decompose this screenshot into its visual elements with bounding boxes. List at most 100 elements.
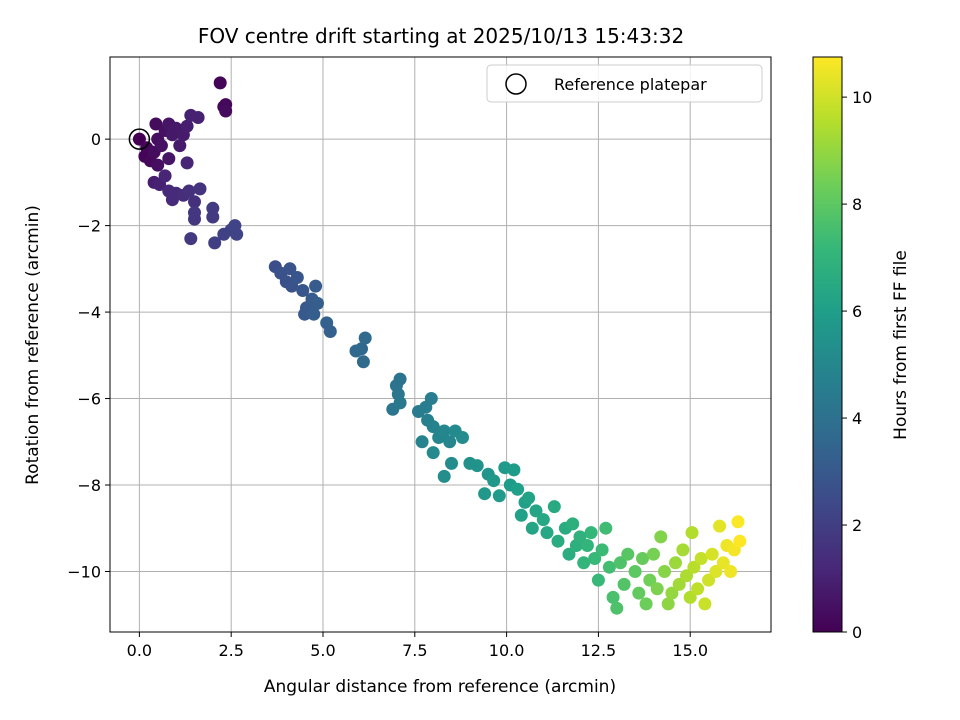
data-point [680,569,693,583]
y-tick-label: −8 [77,476,101,495]
data-point [180,119,194,133]
data-point [733,534,747,548]
colorbar-tick-label: 6 [852,302,862,321]
data-point [705,547,719,561]
chart-title: FOV centre drift starting at 2025/10/13 … [198,24,684,48]
data-point [676,543,690,557]
data-point [661,597,675,611]
data-point [602,560,616,574]
data-point [536,513,550,527]
data-point [672,577,686,591]
data-point [514,508,528,522]
data-point [636,552,649,565]
y-axis-label: Rotation from reference (arcmin) [23,205,43,485]
plot-frame [109,56,772,633]
x-axis-ticks: 0.0 2.5 5.0 7.5 10.0 12.5 15.0 [127,632,708,660]
data-point [191,111,205,124]
data-point [443,435,457,449]
data-point [456,431,469,444]
data-point [698,597,712,611]
y-tick-label: −10 [67,562,101,581]
colorbar: 0 2 4 6 8 10 Hours from first FF file [812,56,911,642]
x-tick-label: 15.0 [672,641,708,660]
legend-box [486,64,763,103]
data-point [219,104,233,118]
data-point [208,236,222,250]
data-point [393,372,407,386]
data-point [415,435,429,449]
data-point [507,463,521,477]
data-point [307,307,321,321]
x-tick-label: 12.5 [581,641,617,660]
data-point [298,307,312,321]
data-point [437,424,451,438]
data-point [180,156,194,170]
data-point [184,232,198,246]
colorbar-tick-label: 8 [852,195,862,214]
y-axis-ticks: 0 −2 −4 −6 −8 −10 [67,130,110,581]
data-point [588,552,602,565]
data-point [296,284,310,297]
data-point [445,456,458,470]
data-point [426,420,440,434]
data-point [632,586,646,600]
y-tick-label: −6 [77,390,101,409]
data-point [731,515,745,529]
data-point [188,206,201,220]
data-point [540,526,554,540]
plot-area: 0.0 2.5 5.0 7.5 10.0 12.5 15.0 0 −2 −4 −6 −8 −10 [67,56,772,660]
data-point [158,169,172,183]
data-point [151,158,165,172]
data-point [702,573,716,587]
data-point [355,342,368,356]
plot-background [110,57,771,632]
colorbar-ticks: 0 2 4 6 8 10 [842,88,872,642]
y-tick-label: −2 [77,217,101,236]
data-point [617,577,631,591]
x-tick-label: 0.0 [127,641,152,660]
data-point [573,530,587,544]
data-point [478,487,492,501]
data-point [613,556,627,570]
data-point [132,132,146,146]
data-point [606,590,620,604]
data-point [654,530,668,544]
data-point [665,586,679,600]
data-point [694,552,708,565]
data-point [610,601,624,615]
data-point [393,396,407,410]
data-point [650,582,664,596]
data-point [621,547,635,561]
data-point [591,573,605,587]
data-point [658,565,671,578]
x-axis-label: Angular distance from reference (arcmin) [264,677,616,697]
data-point [230,227,244,241]
data-points [128,76,747,615]
data-point [182,184,196,198]
colorbar-tick-label: 4 [852,409,862,428]
data-point [683,590,697,604]
data-point [595,543,609,557]
data-point [628,565,642,578]
data-point [356,355,370,369]
data-point [487,474,501,488]
data-point [492,489,506,503]
data-point [529,504,543,518]
data-point [154,139,168,153]
data-point [713,519,727,533]
data-point [709,565,723,578]
data-point [547,500,561,514]
data-point [647,547,660,561]
data-point [424,392,438,405]
colorbar-tick-label: 2 [852,516,862,535]
legend: Reference platepar [486,64,763,103]
data-point [525,521,539,535]
data-point [470,459,484,473]
data-point [580,539,594,552]
data-point [162,152,176,166]
data-point [290,271,304,284]
data-point [716,556,730,570]
data-point [577,556,591,570]
data-point [323,325,337,338]
data-point [724,565,738,578]
